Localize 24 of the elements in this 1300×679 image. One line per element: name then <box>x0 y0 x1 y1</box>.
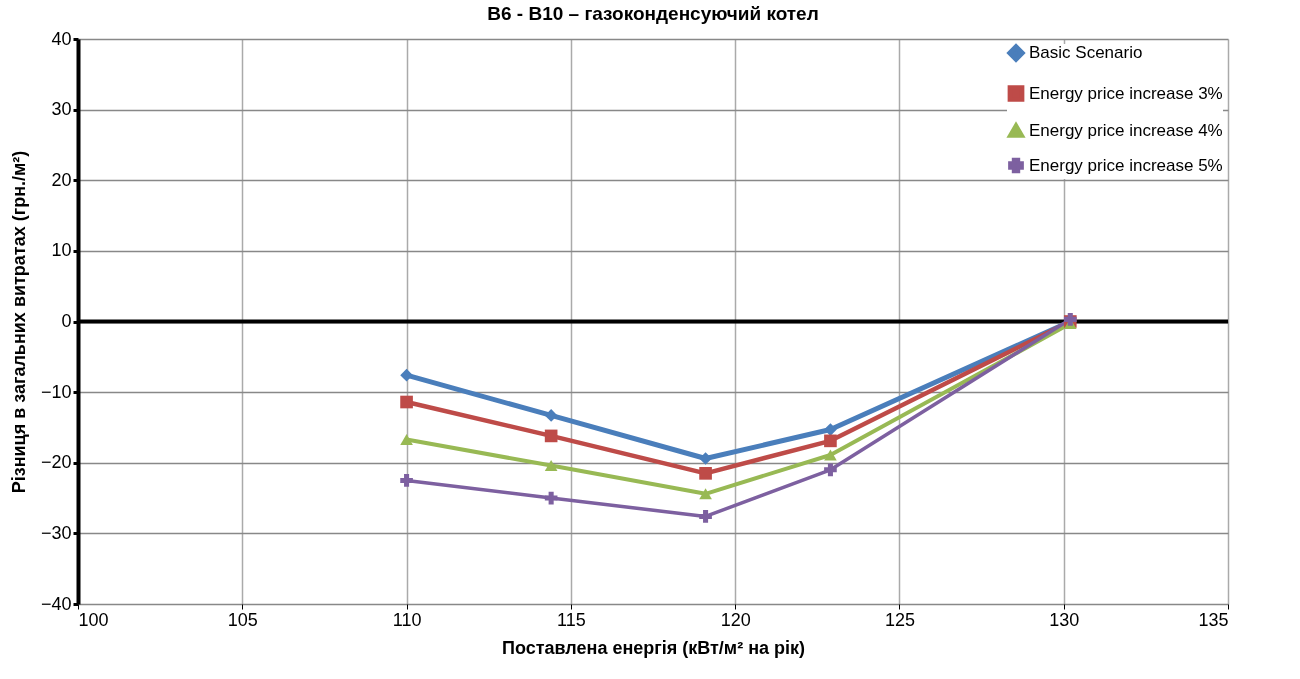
y-tick-label: 10 <box>51 240 72 261</box>
x-tick-label: 125 <box>884 609 915 630</box>
y-tick-label: 20 <box>51 169 72 190</box>
x-axis-title: Поставлена енергія (кВт/м² на рік) <box>501 637 806 658</box>
x-tick-label: 130 <box>1049 609 1080 630</box>
x-tick-label: 120 <box>720 609 751 630</box>
x-tick-label: 110 <box>392 609 422 630</box>
y-tick-label: −30 <box>40 522 72 543</box>
y-tick-label: 30 <box>51 99 72 120</box>
y-tick-label: 0 <box>61 311 72 331</box>
legend-label: Energy price increase 4% <box>1029 120 1223 140</box>
y-tick-label: 40 <box>51 28 72 49</box>
x-tick-label: 100 <box>78 609 109 630</box>
y-tick-label: −10 <box>40 381 72 402</box>
x-tick-label: 135 <box>1198 609 1229 630</box>
legend-label: Energy price increase 5% <box>1029 155 1223 175</box>
legend-label: Energy price increase 3% <box>1029 83 1223 103</box>
legend-label: Basic Scenario <box>1029 43 1143 62</box>
y-tick-label: −20 <box>40 452 72 473</box>
x-tick-label: 115 <box>557 609 586 630</box>
y-tick-label: −40 <box>40 593 72 614</box>
chart-title: В6 - В10 – газоконденсуючий котел <box>487 3 819 24</box>
y-axis-title: Різниця в загальних витратах (грн./м²) <box>8 150 29 494</box>
x-tick-label: 105 <box>227 609 258 630</box>
